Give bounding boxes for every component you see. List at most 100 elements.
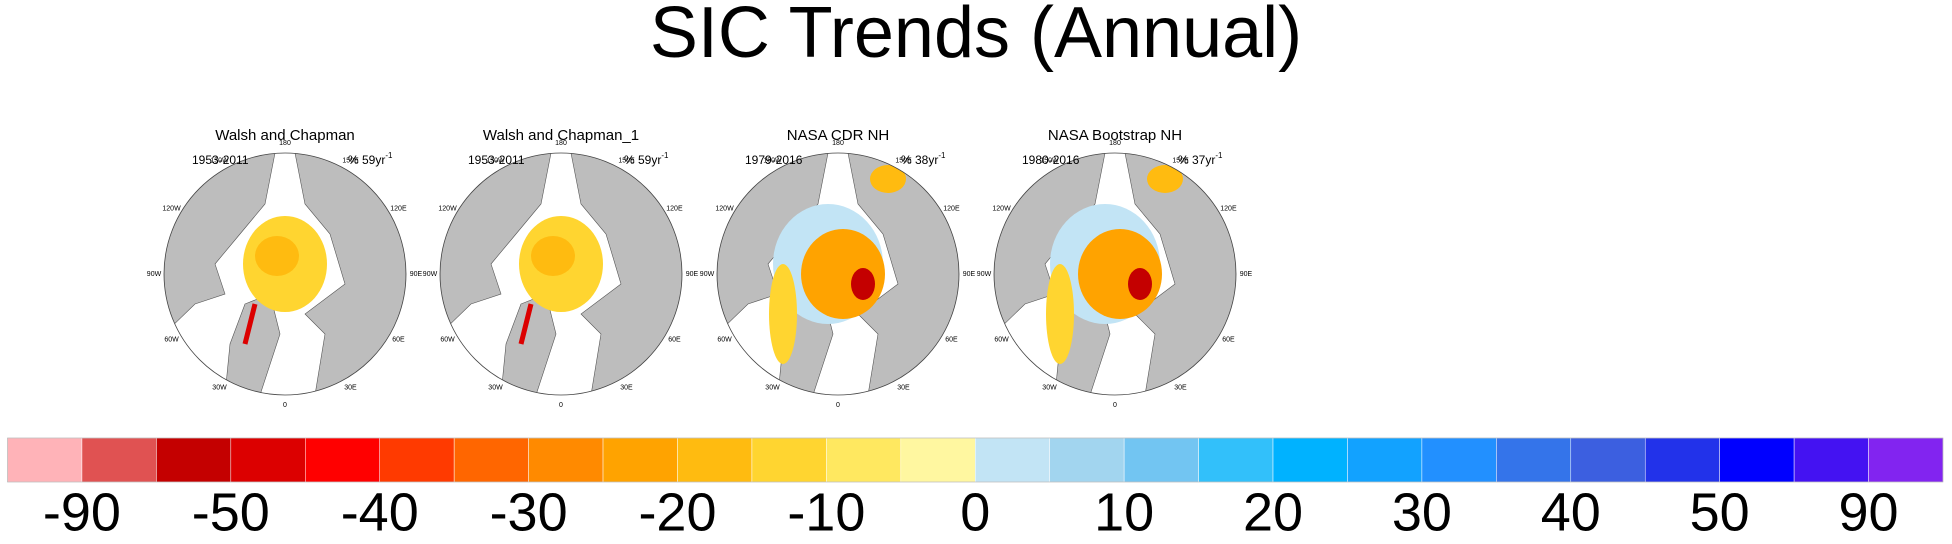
longitude-label: 120E [390, 205, 407, 212]
ice [1147, 165, 1183, 193]
map-border [716, 152, 960, 396]
map-border [993, 152, 1237, 396]
colorbar-border [7, 437, 1944, 483]
trend-text: % 37yr [1178, 153, 1215, 167]
panel-trend: % 59yr-1 [348, 151, 393, 167]
longitude-label: 60E [392, 336, 405, 343]
longitude-label: 180 [279, 140, 291, 147]
longitude-label: 30E [620, 384, 633, 391]
longitude-label: 90E [410, 271, 423, 278]
panels: 180 150E 120E 90E 60E 30E 0 30W 60W 90W 120W 150W Wa… [147, 127, 1253, 409]
map-border [439, 152, 683, 396]
trend-exponent: -1 [938, 151, 946, 160]
colorbar-box [602, 437, 678, 483]
map-content [164, 153, 406, 395]
ice [801, 229, 885, 319]
longitude-label: 180 [832, 140, 844, 147]
colorbar-label: -40 [341, 482, 419, 542]
longitude-label: 120W [715, 205, 734, 212]
colorbar-box [1644, 437, 1720, 483]
ice-edge [242, 303, 258, 345]
longitude-label: 0 [836, 402, 840, 409]
ice [851, 268, 875, 300]
longitude-label: 90E [686, 271, 699, 278]
figure-title: SIC Trends (Annual) [650, 0, 1302, 73]
longitude-label: 60W [164, 336, 179, 343]
land [294, 153, 406, 395]
longitude-label: 60E [668, 336, 681, 343]
panel-title: Walsh and Chapman [215, 127, 355, 144]
panel-period: 1953-2011 [192, 153, 249, 167]
longitude-label: 60E [945, 336, 958, 343]
colorbar: -90 -50 -40 -30 -20 -10 0 10 20 30 40 50 90 [7, 437, 1944, 542]
longitude-label: 90W [423, 271, 438, 278]
longitude-label: 150E [342, 157, 359, 164]
trend-text: % 38yr [901, 153, 938, 167]
colorbar-label: 40 [1541, 482, 1601, 542]
colorbar-box [379, 437, 455, 483]
colorbar-label: 30 [1392, 482, 1452, 542]
map-panel: 180 150E 120E 90E 60E 30E 0 30W 60W 90W 120W 150W NA… [700, 127, 976, 409]
colorbar-label: 90 [1839, 482, 1899, 542]
ice [1078, 229, 1162, 319]
longitude-label: 150E [1172, 157, 1189, 164]
longitude-label: 90W [700, 271, 715, 278]
longitude-label: 120E [666, 205, 683, 212]
longitude-label: 150W [486, 157, 505, 164]
longitude-label: 0 [1113, 402, 1117, 409]
trend-exponent: -1 [661, 151, 669, 160]
longitude-label: 30W [212, 384, 227, 391]
longitude-label: 60W [717, 336, 732, 343]
colorbar-box [1198, 437, 1274, 483]
longitude-label: 30E [897, 384, 910, 391]
ice [531, 236, 575, 276]
longitude-label: 60E [1222, 336, 1235, 343]
map-panel: 180 150E 120E 90E 60E 30E 0 30W 60W 90W 120W 150W Wa… [423, 127, 699, 409]
longitude-label: 90W [147, 271, 162, 278]
panel-period: 1979-2016 [745, 153, 803, 167]
longitude-label: 30W [1042, 384, 1057, 391]
longitude-label: 120E [1220, 205, 1237, 212]
colorbar-box [1272, 437, 1348, 483]
longitude-label: 0 [559, 402, 563, 409]
ice [870, 165, 906, 193]
ice [255, 236, 299, 276]
colorbar-box [305, 437, 380, 483]
longitude-label: 30E [344, 384, 357, 391]
colorbar-box [1421, 437, 1497, 483]
longitude-label: 90E [1240, 271, 1253, 278]
panel-trend: % 59yr-1 [624, 151, 669, 167]
longitude-label: 120W [438, 205, 457, 212]
trend-text: % 59yr [624, 153, 661, 167]
land [847, 153, 959, 395]
colorbar-box [1347, 437, 1423, 483]
longitude-label: 150W [1040, 157, 1059, 164]
longitude-label: 30E [1174, 384, 1187, 391]
panel-period: 1980-2016 [1022, 153, 1080, 167]
land [570, 153, 682, 395]
panel-title: NASA CDR NH [787, 127, 890, 144]
longitude-label: 150W [210, 157, 229, 164]
map-panel: 180 150E 120E 90E 60E 30E 0 30W 60W 90W 120W 150W NA… [977, 127, 1253, 409]
colorbar-box [453, 437, 529, 483]
colorbar-box [1496, 437, 1572, 483]
ice [769, 264, 797, 364]
ice [1128, 268, 1152, 300]
longitude-label: 60W [994, 336, 1009, 343]
panel-trend: % 38yr-1 [901, 151, 946, 167]
map-panel: 180 150E 120E 90E 60E 30E 0 30W 60W 90W 120W 150W Wa… [147, 127, 423, 409]
colorbar-label: -20 [638, 482, 716, 542]
colorbar-box [751, 437, 827, 483]
colorbar-box [1049, 437, 1125, 483]
trend-exponent: -1 [385, 151, 393, 160]
map-content [440, 153, 682, 395]
ice-edge [518, 303, 534, 345]
colorbar-box [975, 437, 1050, 483]
colorbar-label: 20 [1243, 482, 1303, 542]
colorbar-label: 0 [960, 482, 990, 542]
longitude-label: 150W [763, 157, 782, 164]
longitude-label: 120W [162, 205, 181, 212]
colorbar-box [677, 437, 753, 483]
colorbar-label: -30 [490, 482, 568, 542]
